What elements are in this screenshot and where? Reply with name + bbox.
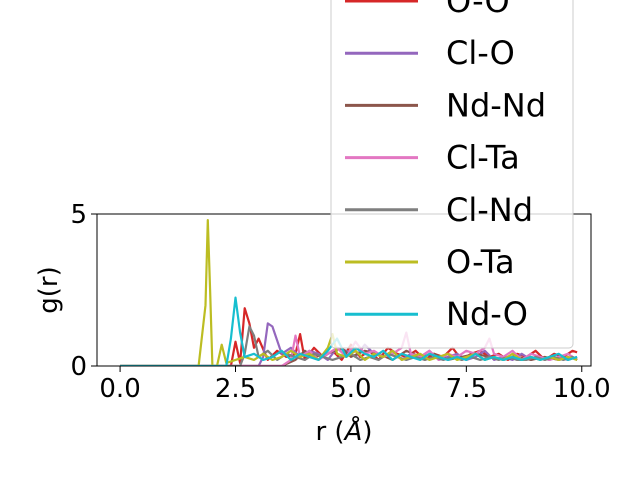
- legend: O-O Cl-O Nd-Nd Cl-Ta Cl-Nd O-Ta Nd-O: [330, 0, 574, 349]
- x-tick-label: 10.0: [553, 374, 611, 404]
- x-axis-label: r (Å): [315, 415, 372, 447]
- y-axis-label: g(r): [34, 266, 64, 313]
- legend-label: Cl-O: [446, 34, 515, 72]
- y-tick-label: 5: [70, 200, 87, 230]
- legend-label: Cl-Nd: [446, 191, 533, 229]
- x-tick-label: 5.0: [330, 374, 371, 404]
- x-tick-label: 2.5: [215, 374, 256, 404]
- legend-label: Nd-Nd: [446, 86, 546, 124]
- series-layer: [120, 219, 578, 366]
- x-axis-label-text: r (: [315, 417, 344, 447]
- legend-items: O-O Cl-O Nd-Nd Cl-Ta Cl-Nd O-Ta Nd-O: [345, 0, 546, 333]
- legend-label: Cl-Ta: [446, 139, 520, 177]
- x-axis-label-close: ): [362, 417, 372, 447]
- legend-label: O-Ta: [446, 243, 515, 281]
- legend-label: O-O: [446, 0, 510, 20]
- series-line-nd-o: [120, 296, 578, 366]
- x-tick-label: 0.0: [99, 374, 140, 404]
- y-axis: 05: [70, 200, 97, 382]
- x-tick-label: 7.5: [446, 374, 487, 404]
- y-tick-label: 0: [70, 352, 87, 382]
- x-axis-label-unit: Å: [343, 415, 363, 447]
- legend-label: Nd-O: [446, 295, 528, 333]
- x-axis: 0.0 2.5 5.0 7.5 10.0: [99, 366, 611, 404]
